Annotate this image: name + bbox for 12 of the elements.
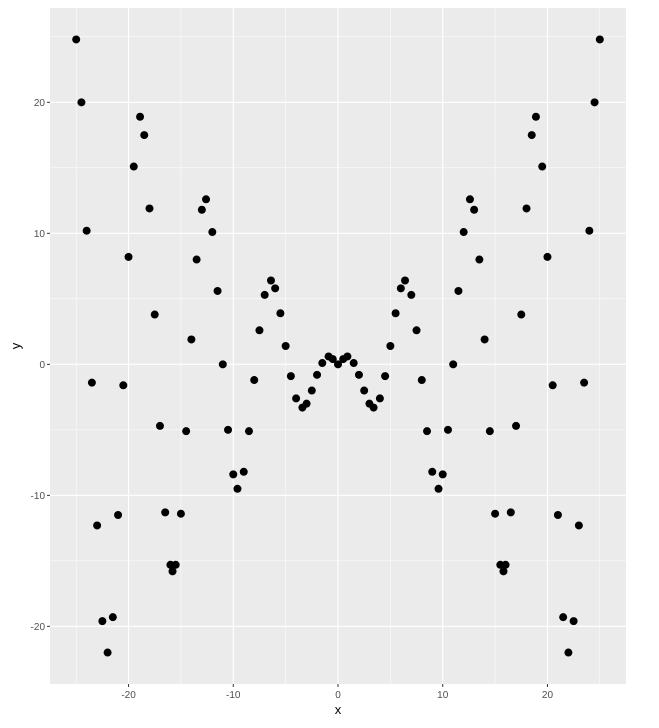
x-tick-label: -10 (226, 690, 241, 701)
y-tick-label: 10 (34, 228, 46, 240)
y-tick-label: -20 (30, 622, 46, 633)
x-tick-label: -20 (121, 690, 136, 701)
y-axis-title: y (8, 342, 23, 350)
y-tick-label: 20 (34, 98, 46, 109)
x-axis-title: x (334, 702, 342, 717)
y-tick-label: 0 (39, 360, 46, 371)
x-tick-label: 0 (335, 690, 342, 701)
x-tick-label: 20 (542, 690, 554, 701)
y-tick-label: -10 (30, 490, 46, 502)
x-tick-label: 10 (437, 690, 449, 701)
